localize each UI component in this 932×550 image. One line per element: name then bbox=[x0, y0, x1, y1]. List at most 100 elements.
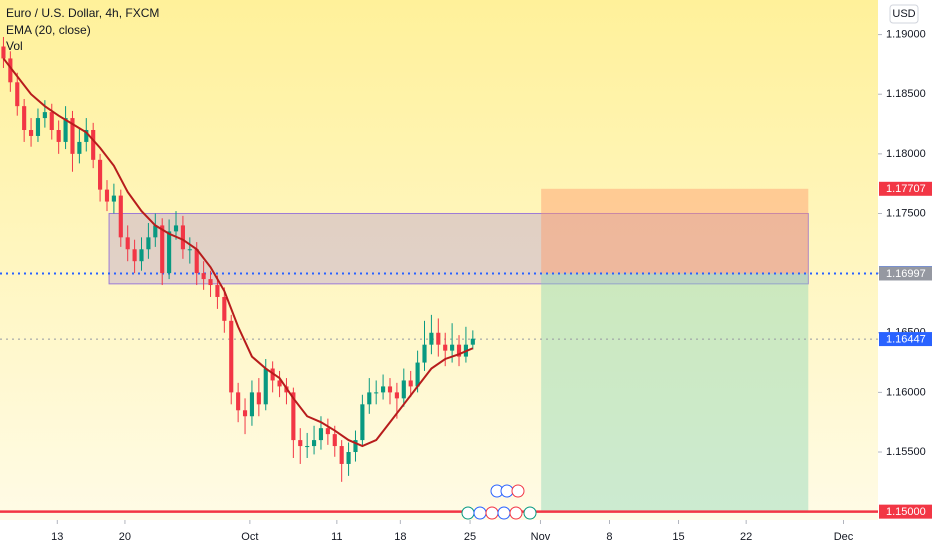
price-label-box bbox=[879, 332, 932, 347]
candle-body bbox=[98, 159, 103, 190]
candle-body bbox=[311, 440, 317, 447]
candle-body bbox=[401, 380, 406, 399]
candle-body bbox=[56, 130, 61, 142]
candle-body bbox=[236, 392, 241, 411]
candle-body bbox=[77, 141, 82, 154]
candle-body bbox=[277, 380, 282, 387]
candle-body bbox=[422, 344, 427, 363]
event-flags bbox=[461, 484, 537, 520]
candle-body bbox=[28, 130, 34, 136]
candle-body bbox=[470, 338, 475, 345]
candle-body bbox=[450, 344, 455, 351]
y-tick-label: 1.18000 bbox=[886, 148, 926, 160]
event-flag[interactable] bbox=[485, 506, 499, 520]
candle-body bbox=[332, 434, 337, 447]
price-label-box bbox=[879, 181, 932, 196]
candle-body bbox=[91, 130, 96, 160]
x-tick-label: 8 bbox=[606, 531, 612, 543]
candle-body bbox=[22, 106, 27, 130]
event-flag[interactable] bbox=[497, 506, 511, 520]
event-flag[interactable] bbox=[509, 506, 523, 520]
candle-body bbox=[305, 446, 310, 448]
price-label-box bbox=[879, 504, 932, 519]
price-label-box bbox=[879, 266, 932, 281]
price-label: 1.16997 bbox=[886, 268, 926, 280]
candle-body bbox=[415, 362, 420, 387]
x-tick-label: Oct bbox=[241, 531, 258, 543]
candle-body bbox=[249, 392, 255, 417]
event-flag[interactable] bbox=[461, 506, 475, 520]
x-tick-label: 22 bbox=[740, 531, 752, 543]
candle-body bbox=[180, 225, 185, 250]
candle-body bbox=[229, 320, 234, 393]
candle-body bbox=[353, 440, 358, 453]
candle-body bbox=[436, 332, 441, 345]
candle-body bbox=[360, 404, 365, 441]
candle-body bbox=[160, 225, 165, 274]
event-flag[interactable] bbox=[473, 506, 487, 520]
y-tick-label: 1.18500 bbox=[886, 88, 926, 100]
candle-body bbox=[208, 279, 213, 286]
candle-body bbox=[153, 225, 158, 238]
candle-body bbox=[173, 225, 179, 232]
candle-body bbox=[1, 46, 6, 59]
x-tick-label: Dec bbox=[834, 531, 854, 543]
event-flag[interactable] bbox=[523, 506, 537, 520]
y-tick-label: 1.16000 bbox=[886, 386, 926, 398]
candle-body bbox=[456, 344, 462, 357]
candle-body bbox=[125, 237, 130, 250]
candle-body bbox=[374, 392, 379, 394]
chart-title: Euro / U.S. Dollar, 4h, FXCM bbox=[6, 6, 159, 20]
candle-body bbox=[242, 410, 248, 417]
candle-body bbox=[408, 380, 413, 387]
candle-body bbox=[215, 285, 220, 297]
y-tick-label: 1.19000 bbox=[886, 28, 926, 40]
plot-background bbox=[0, 0, 878, 520]
price-label: 1.17707 bbox=[886, 183, 926, 195]
candle-body bbox=[387, 386, 393, 393]
candle-body bbox=[63, 118, 68, 142]
candle-body bbox=[429, 332, 434, 345]
candle-body bbox=[367, 392, 372, 405]
candle-body bbox=[381, 386, 386, 393]
candle-body bbox=[70, 118, 75, 154]
candle-body bbox=[118, 195, 123, 238]
event-flag[interactable] bbox=[500, 484, 514, 498]
candle-body bbox=[346, 452, 351, 464]
candle-body bbox=[325, 428, 330, 435]
candle-body bbox=[111, 195, 116, 202]
candle-body bbox=[49, 112, 54, 130]
candle-body bbox=[222, 296, 227, 321]
candle-body bbox=[394, 392, 399, 399]
candle-body bbox=[42, 112, 47, 119]
candle-body bbox=[167, 231, 172, 274]
volume-label: Vol bbox=[6, 39, 23, 53]
candle-body bbox=[256, 392, 261, 405]
event-flag[interactable] bbox=[511, 484, 525, 498]
indicator-label: EMA (20, close) bbox=[6, 23, 91, 37]
candle-body bbox=[263, 368, 268, 405]
x-tick-label: 11 bbox=[331, 531, 342, 543]
currency: USD bbox=[892, 8, 915, 20]
candle-body bbox=[132, 249, 137, 262]
currency-box[interactable] bbox=[889, 4, 919, 24]
candle-body bbox=[15, 82, 20, 107]
candle-body bbox=[318, 428, 324, 441]
x-tick-label: 18 bbox=[394, 531, 406, 543]
candle-body bbox=[298, 440, 303, 447]
candle-body bbox=[8, 58, 13, 83]
zone bbox=[108, 212, 809, 285]
candle-body bbox=[84, 130, 89, 142]
x-tick-label: 20 bbox=[119, 531, 131, 543]
candle-body bbox=[291, 392, 296, 441]
candle-body bbox=[146, 237, 151, 250]
candle-body bbox=[104, 189, 110, 202]
candle-body bbox=[194, 249, 199, 274]
chart-layer: 1.190001.185001.180001.175001.170001.165… bbox=[0, 28, 932, 543]
x-tick-label: 25 bbox=[464, 531, 476, 543]
y-tick-label: 1.15500 bbox=[886, 446, 926, 458]
x-tick-label: 15 bbox=[672, 531, 684, 543]
ema-line bbox=[2, 57, 474, 448]
x-tick-label: 13 bbox=[51, 531, 63, 543]
